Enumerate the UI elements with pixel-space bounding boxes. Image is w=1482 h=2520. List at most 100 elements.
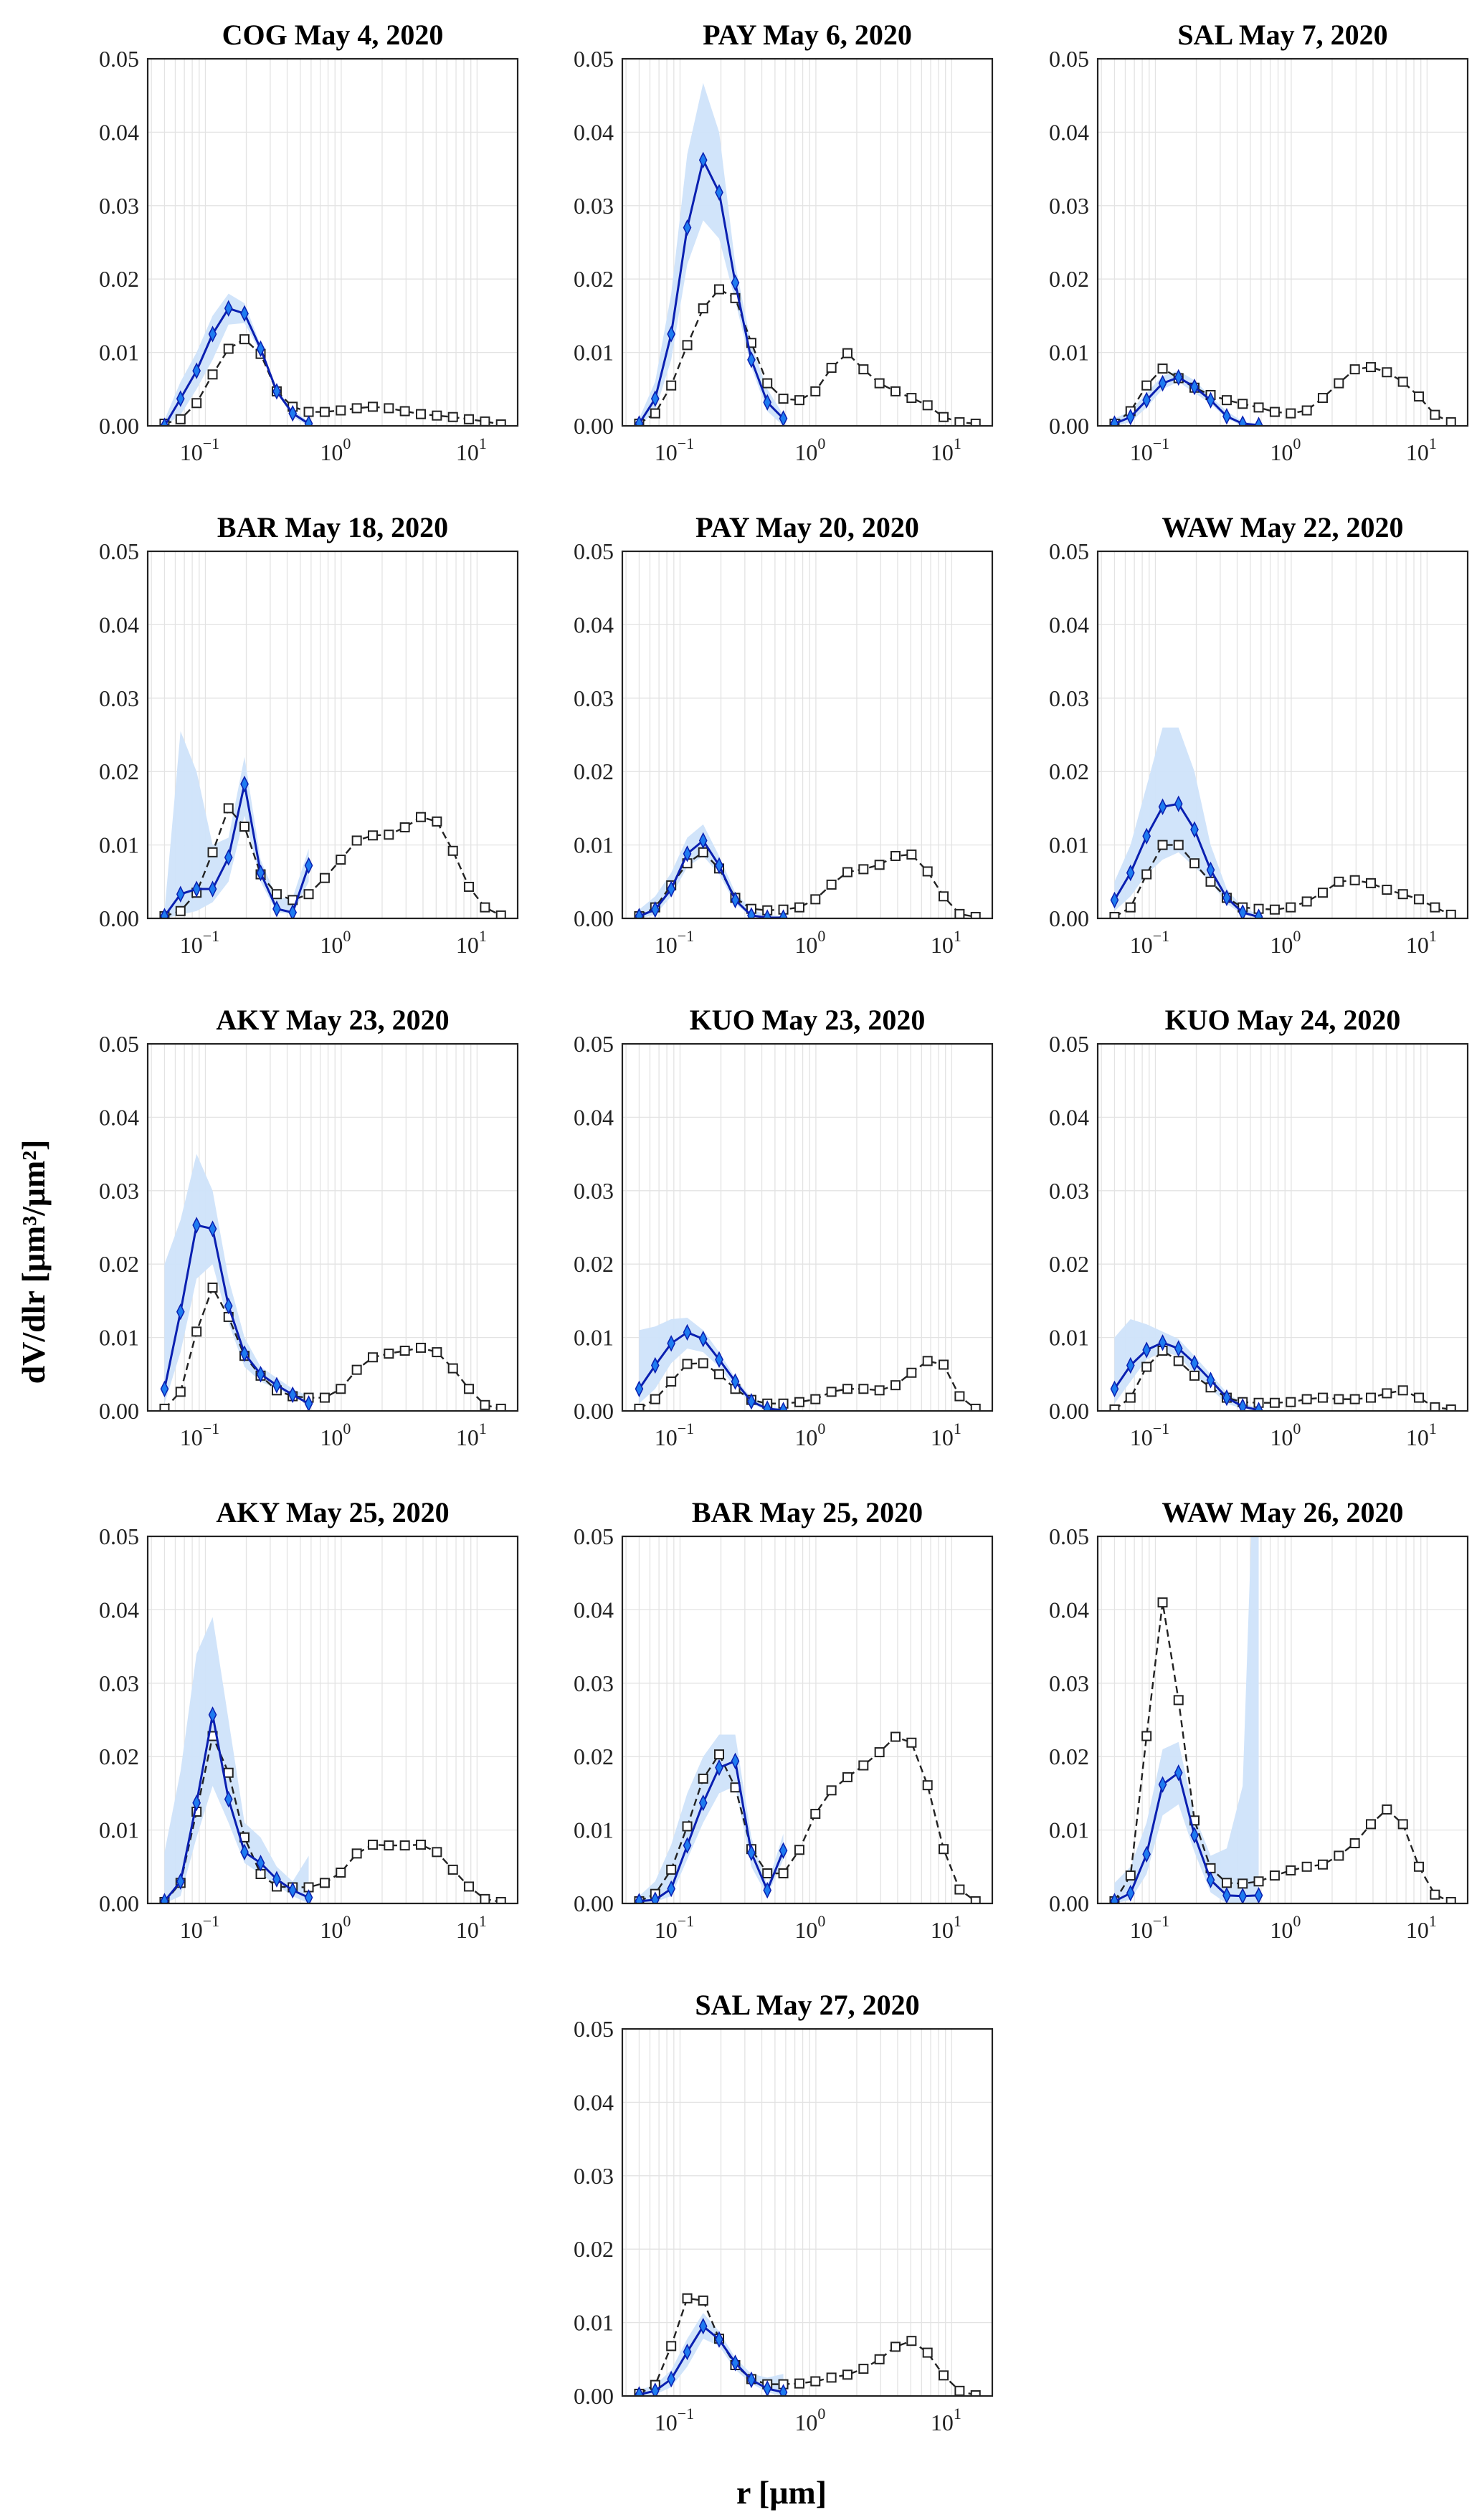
square-marker [207,847,218,857]
diamond-marker [731,891,740,909]
x-tick-exponent: 1 [954,434,961,452]
diamond-marker [667,2370,676,2388]
diamond-marker [731,2354,740,2372]
square-marker [351,835,362,846]
diamond-marker [715,857,723,874]
y-tick-label: 0.01 [574,1817,614,1843]
x-tick-label: 100 [1270,1912,1301,1943]
diamond-marker [683,845,692,862]
square-marker [1445,1896,1456,1903]
square-marker [842,1772,852,1782]
blue-solid-line [638,1331,784,1411]
square-marker [480,902,490,913]
x-tick-base: 10 [456,1917,479,1943]
square-marker [1334,1394,1344,1404]
diamond-marker [240,1843,249,1860]
square-marker [271,889,282,900]
square-marker [666,1864,677,1875]
plot-area [634,2293,981,2396]
x-tick-exponent: 0 [1293,927,1301,945]
y-tick-label: 0.02 [1049,759,1089,784]
square-marker [303,889,314,900]
square-marker [970,1896,981,1903]
diamond-marker [208,325,217,343]
uncertainty-band [1114,1319,1259,1411]
y-tick-label: 0.01 [1049,832,1089,858]
x-tick-base: 10 [320,932,343,958]
square-marker [1365,1819,1376,1830]
square-marker [1397,1385,1408,1396]
square-marker [826,1387,837,1397]
x-tick-exponent: 0 [817,1912,825,1930]
square-marker [415,409,426,419]
x-tick-base: 10 [320,439,343,465]
square-marker [970,911,981,918]
y-tick-label: 0.04 [99,119,139,145]
y-tick-label: 0.02 [574,1251,614,1277]
x-tick-label: 10−1 [1130,434,1169,465]
square-marker [223,343,234,354]
y-tick-label: 0.00 [99,413,139,439]
x-tick-exponent: −1 [203,1912,219,1930]
square-marker [336,1384,346,1394]
y-tick-label: 0.03 [1049,193,1089,219]
diamond-marker [272,383,281,400]
x-tick-base: 10 [1406,1425,1429,1450]
square-marker [682,340,693,351]
x-tick-exponent: 1 [954,927,961,945]
diamond-marker [160,908,169,918]
y-tick-label: 0.00 [99,1891,139,1916]
square-marker [447,412,458,422]
axes-frame [1096,550,1469,920]
square-marker [1382,1804,1392,1815]
diamond-marker [160,1893,169,1903]
diamond-marker [208,1706,217,1723]
x-tick-base: 10 [794,2410,817,2435]
square-marker [1430,1402,1440,1411]
x-tick-exponent: 1 [954,2405,961,2422]
diamond-marker [192,880,201,898]
x-tick-label: 100 [320,434,351,465]
y-tick-label: 0.03 [99,193,139,219]
x-tick-label: 100 [1270,1420,1301,1450]
square-marker [666,380,677,391]
diamond-marker [731,1752,740,1770]
y-tick-label: 0.05 [574,46,614,72]
x-tick-label: 10−1 [655,1420,694,1450]
x-tick-exponent: 1 [954,1420,961,1437]
diamond-marker [1174,795,1183,812]
square-marker [874,1747,885,1758]
square-marker [351,1364,362,1375]
square-marker [1317,1392,1328,1403]
square-marker [922,2347,933,2358]
x-tick-base: 10 [180,439,203,465]
uncertainty-band [1114,1536,1259,1903]
black-dashed-line [1113,1349,1451,1411]
diamond-marker [1142,827,1151,845]
diamond-marker [667,1335,676,1352]
y-tick-label: 0.01 [574,340,614,366]
diamond-marker [256,1366,265,1383]
diamond-marker [650,1356,660,1374]
square-marker [939,412,949,422]
grid [622,551,992,919]
y-tick-label: 0.02 [574,1744,614,1769]
plot-area [1109,362,1456,426]
diamond-marker [1190,1354,1199,1372]
square-marker [794,395,804,406]
square-marker [842,867,852,878]
diamond-marker [288,1881,298,1899]
y-tick-label: 0.05 [1049,1031,1089,1057]
x-tick-exponent: 0 [1293,1420,1301,1437]
square-marker [666,1377,677,1387]
square-marker [1269,1870,1280,1881]
square-marker [384,1840,394,1851]
y-tick-label: 0.01 [574,1325,614,1351]
blue-solid-line [639,2324,784,2396]
square-marker [810,386,821,396]
diamond-marker [1254,417,1263,426]
y-tick-label: 0.00 [1049,1891,1089,1916]
